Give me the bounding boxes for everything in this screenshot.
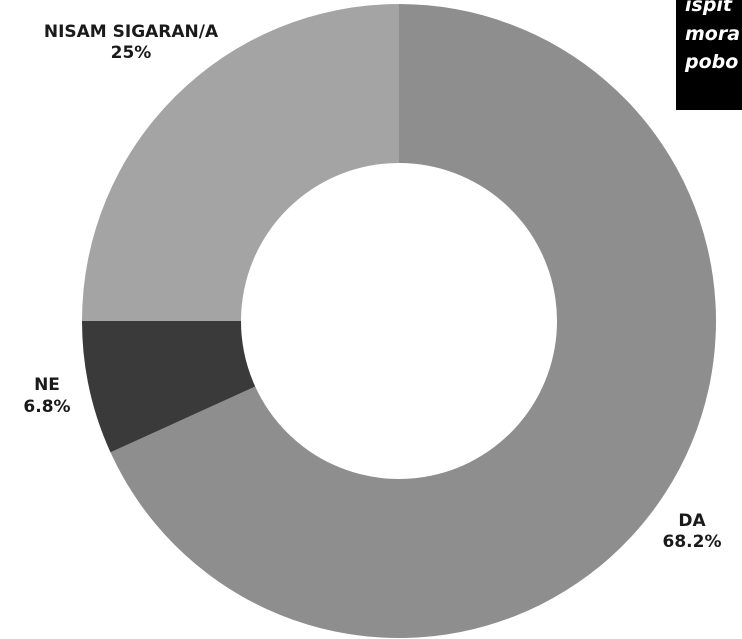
caption-line-3: pobo [685, 51, 739, 73]
slice-label-ne-name: NE [34, 375, 60, 395]
slice-label-da-name: DA [678, 511, 706, 531]
slice-label-ne-percent: 6.8% [23, 397, 70, 417]
caption-box: ispit mora pobo [676, 0, 742, 110]
donut-slice-nisam-sigaran-a [82, 4, 399, 321]
donut-slice-ne [82, 321, 256, 453]
slice-labels: NISAM SIGARAN/A 25% NE 6.8% DA 68.2% [23, 22, 721, 552]
slice-label-nisam-percent: 25% [111, 43, 152, 63]
caption-line-1: ispit [685, 0, 733, 16]
donut-slice-da [110, 4, 717, 638]
slice-label-nisam-name: NISAM SIGARAN/A [44, 22, 219, 42]
caption-line-2: mora [685, 23, 741, 45]
donut-slices [82, 4, 717, 638]
slice-label-da-percent: 68.2% [663, 532, 722, 552]
